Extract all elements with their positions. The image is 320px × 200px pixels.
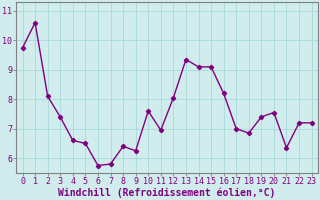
X-axis label: Windchill (Refroidissement éolien,°C): Windchill (Refroidissement éolien,°C) <box>58 187 276 198</box>
